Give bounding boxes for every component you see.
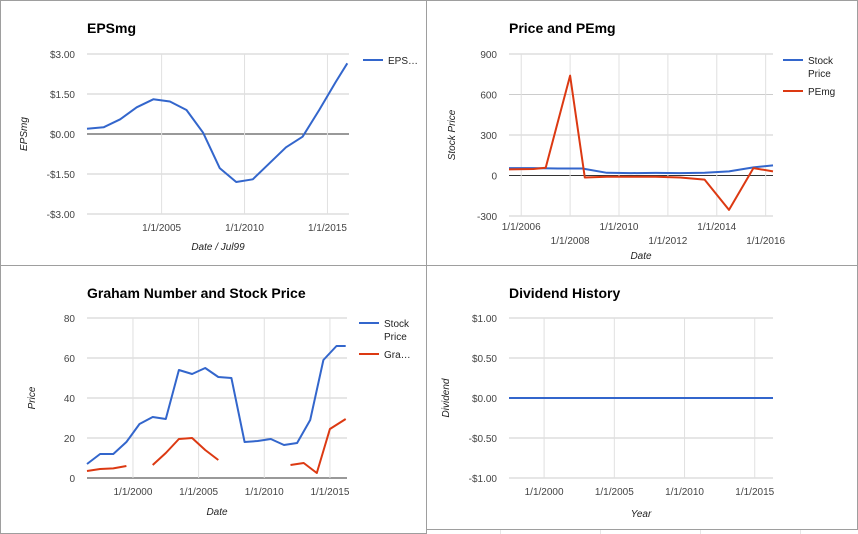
chart-panel-dividend-history: Dividend History $1.00 $0.50 $0.00 -$0.50 -$1… — [426, 265, 858, 530]
legend-label: EPS… — [388, 56, 418, 67]
chart-title: Dividend History — [509, 285, 620, 301]
y-axis-title: Stock Price — [447, 109, 458, 160]
chart-price-pemg: Price and PEmg 900 600 300 0 -300 1/1/2006 1/1/… — [447, 20, 835, 262]
x-axis-title: Date — [630, 251, 652, 262]
legend-label: Stock Price — [384, 319, 410, 343]
x-tick-label: 1/1/2010 — [665, 487, 704, 498]
chart-panel-price-pemg: Price and PEmg 900 600 300 0 -300 1/1/2006 1/1/… — [426, 0, 858, 266]
y-tick-label: $0.00 — [50, 130, 75, 141]
legend-label: Stock Price — [808, 56, 834, 80]
x-tick-label: 1/1/2015 — [735, 487, 774, 498]
x-tick-label: 1/1/2016 — [746, 236, 785, 247]
y-tick-label: $3.00 — [50, 50, 75, 61]
series-line-gra — [290, 418, 347, 474]
x-tick-label: 1/1/2006 — [502, 222, 541, 233]
y-tick-label: $1.50 — [50, 90, 75, 101]
x-tick-label: 1/1/2010 — [600, 222, 639, 233]
x-tick-label: 1/1/2005 — [142, 223, 181, 234]
legend-label: Gra… — [384, 350, 411, 361]
x-tick-label: 1/1/2015 — [308, 223, 347, 234]
x-tick-label: 1/1/2010 — [245, 487, 284, 498]
x-tick-label: 1/1/2012 — [648, 236, 687, 247]
chart-graham-number: Graham Number and Stock Price 80 60 40 20 0 1/… — [27, 285, 411, 518]
chart-title: Price and PEmg — [509, 20, 616, 36]
x-axis-title: Year — [631, 509, 652, 520]
y-tick-label: 20 — [64, 434, 76, 445]
y-tick-label: -300 — [477, 212, 497, 223]
y-tick-label: 600 — [480, 91, 497, 102]
y-axis-title: Price — [27, 386, 38, 409]
y-axis-title: EPSmg — [19, 117, 30, 151]
x-tick-label: 1/1/2008 — [551, 236, 590, 247]
y-tick-label: -$0.50 — [469, 434, 498, 445]
series-line-eps — [86, 62, 349, 183]
y-tick-label: -$3.00 — [47, 210, 76, 221]
x-axis-title: Date — [206, 507, 228, 518]
series-line-pemg — [508, 74, 774, 211]
y-tick-label: -$1.00 — [469, 474, 498, 485]
x-tick-label: 1/1/2000 — [113, 487, 152, 498]
y-tick-label: 0 — [69, 474, 75, 485]
y-tick-label: 900 — [480, 50, 497, 61]
y-tick-label: $0.00 — [472, 394, 497, 405]
y-tick-label: 300 — [480, 131, 497, 142]
y-tick-label: 0 — [491, 172, 497, 183]
series-line-stock-price — [86, 345, 346, 465]
y-axis-title: Dividend — [441, 378, 452, 417]
x-axis-title: Date / Jul99 — [191, 242, 245, 253]
series-line-stock-price — [509, 164, 774, 175]
chart-title: Graham Number and Stock Price — [87, 285, 306, 301]
y-tick-label: $0.50 — [472, 354, 497, 365]
x-tick-label: 1/1/2015 — [310, 487, 349, 498]
y-tick-label: 60 — [64, 354, 76, 365]
chart-panel-graham-number: Graham Number and Stock Price 80 60 40 20 0 1/… — [0, 265, 427, 534]
x-tick-label: 1/1/2005 — [595, 487, 634, 498]
chart-dividend-history: Dividend History $1.00 $0.50 $0.00 -$0.50 -$1… — [441, 285, 775, 520]
y-tick-label: 40 — [64, 394, 76, 405]
x-tick-label: 1/1/2005 — [179, 487, 218, 498]
y-tick-label: $1.00 — [472, 314, 497, 325]
chart-title: EPSmg — [87, 20, 136, 36]
series-line-gra — [152, 437, 219, 466]
y-tick-label: 80 — [64, 314, 76, 325]
legend-label: PEmg — [808, 87, 835, 98]
chart-panel-epsmg: EPSmg $3.00 $1.50 $0.00 -$1.50 -$3.00 1/1/2005… — [0, 0, 427, 266]
y-tick-label: -$1.50 — [47, 170, 76, 181]
chart-epsmg: EPSmg $3.00 $1.50 $0.00 -$1.50 -$3.00 1/1/2005… — [19, 20, 418, 253]
series-line-gra — [86, 465, 127, 472]
x-tick-label: 1/1/2000 — [525, 487, 564, 498]
x-tick-label: 1/1/2014 — [697, 222, 736, 233]
x-tick-label: 1/1/2010 — [225, 223, 264, 234]
